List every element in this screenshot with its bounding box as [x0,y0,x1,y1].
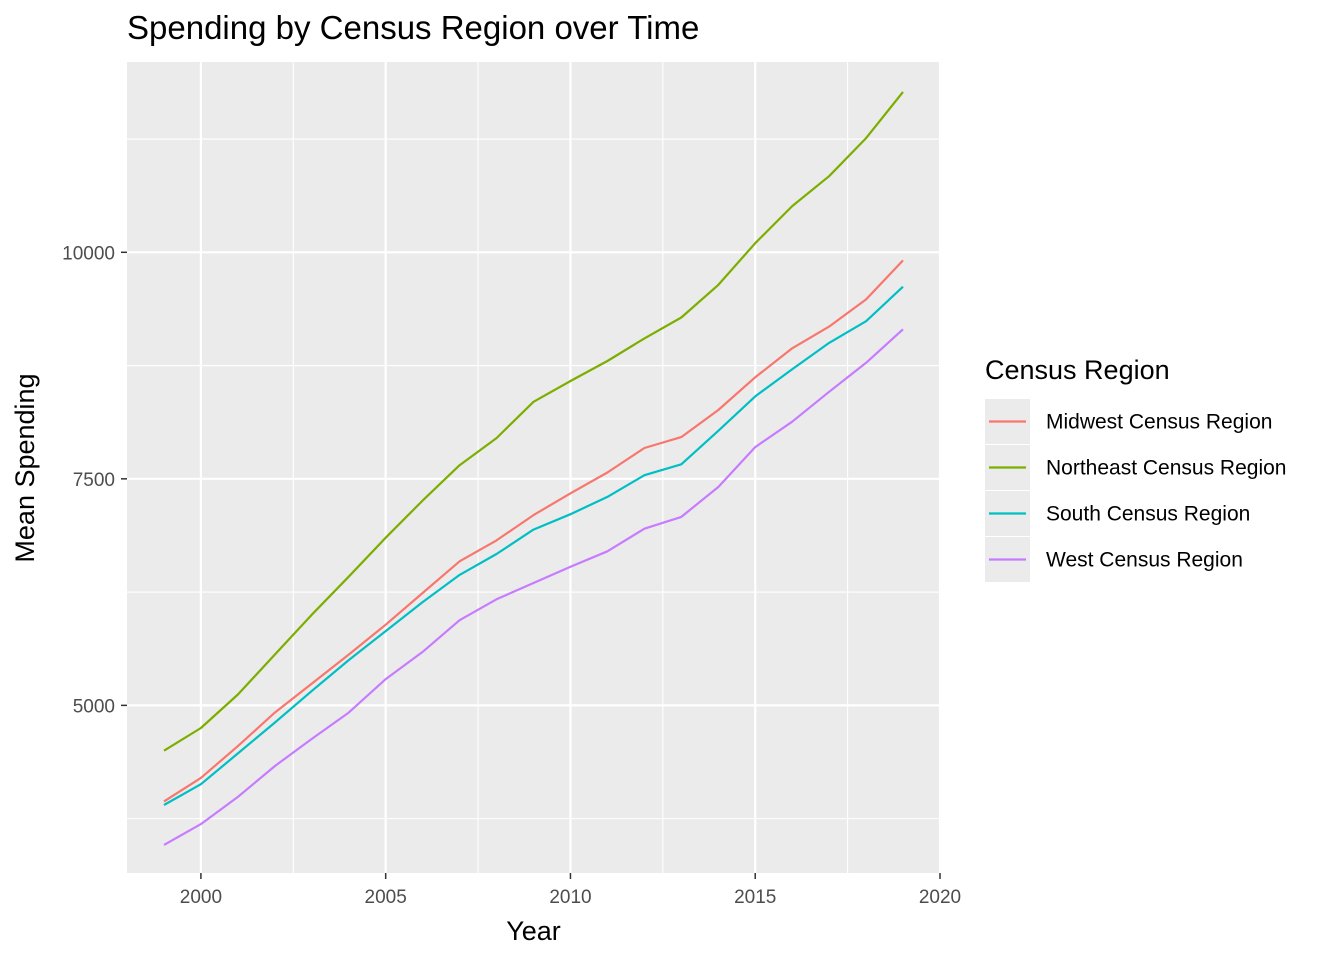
legend-label: West Census Region [1046,549,1243,572]
y-tick-label: 10000 [62,243,115,264]
legend: Census Region Midwest Census Region North… [985,355,1286,582]
x-tick-label: 2005 [365,887,407,908]
series-line-1 [163,259,904,803]
series-line-4 [163,328,904,846]
legend-label: South Census Region [1046,503,1250,526]
y-axis-title: Mean Spending [10,373,40,562]
x-axis: 2000 2005 2010 2015 2020 [180,873,961,908]
x-axis-title: Year [506,916,561,946]
series-lines [163,91,904,846]
plot-panel [127,62,940,873]
legend-label: Midwest Census Region [1046,411,1272,434]
legend-label: Northeast Census Region [1046,457,1286,480]
legend-keys: Midwest Census Region Northeast Census Re… [985,399,1286,582]
chart-title: Spending by Census Region over Time [127,9,699,46]
x-tick-label: 2000 [180,887,222,908]
legend-title: Census Region [985,355,1170,385]
x-tick-label: 2020 [919,887,961,908]
minor-grid [127,62,940,873]
y-tick-label: 5000 [73,696,115,717]
series-line-2 [163,91,904,752]
y-axis: 5000 7500 10000 [62,243,127,717]
y-tick-label: 7500 [73,470,115,491]
x-tick-label: 2010 [549,887,591,908]
major-grid [127,62,942,873]
series-line-3 [163,285,904,806]
x-tick-label: 2015 [734,887,776,908]
